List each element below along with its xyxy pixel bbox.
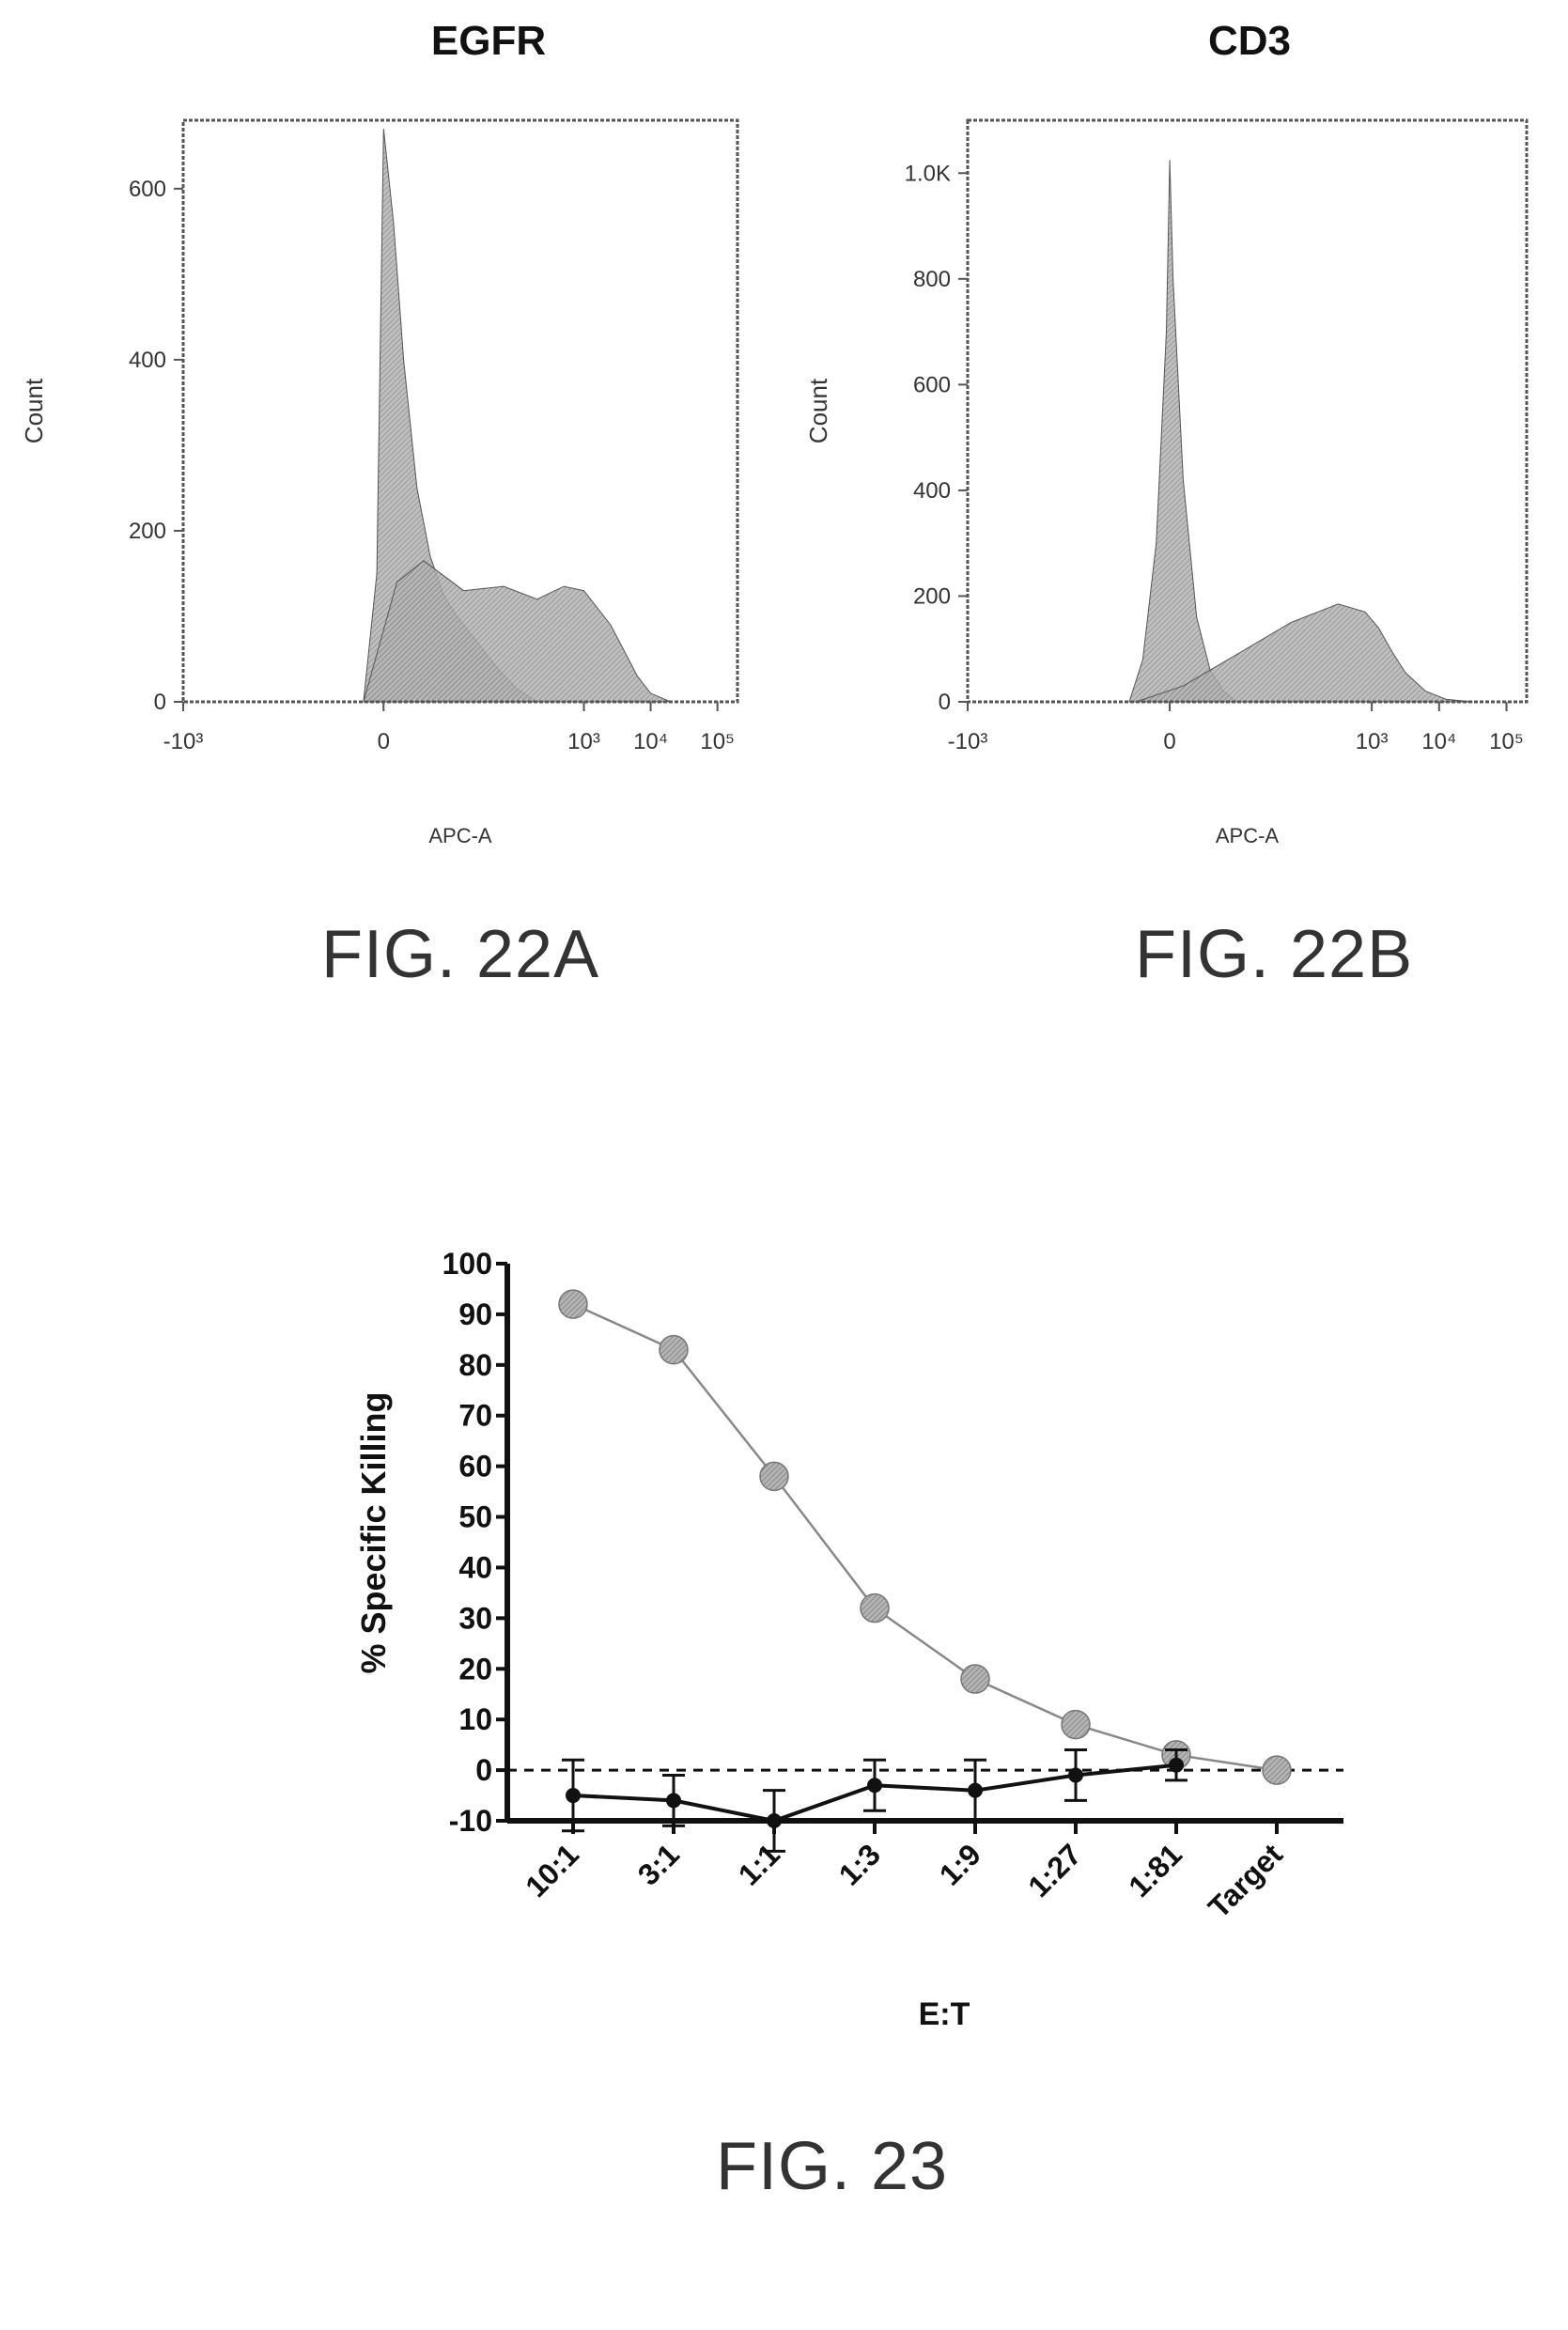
data-point-black [867, 1778, 882, 1794]
histogram-area-1 [1128, 160, 1239, 703]
y-tick-label: 30 [458, 1601, 492, 1635]
histogram-area-2 [363, 560, 672, 703]
y-tick-label: 100 [442, 1247, 492, 1281]
y-tick-label: 200 [913, 583, 951, 609]
y-tick-label: -10 [449, 1804, 492, 1838]
y-tick-label: 90 [458, 1297, 492, 1331]
data-point-gray [1262, 1755, 1292, 1785]
y-tick-label: 1.0K [905, 161, 951, 186]
y-tick-label: 10 [458, 1702, 492, 1736]
y-tick-label: 0 [939, 690, 951, 715]
y-tick-label: 80 [458, 1348, 492, 1382]
data-point-gray [960, 1664, 990, 1694]
data-point-black [666, 1793, 681, 1809]
x-tick-label: 10⁵ [1489, 729, 1524, 754]
y-axis-label: Count [20, 378, 48, 443]
y-tick-label: 800 [913, 267, 951, 292]
data-point-gray [759, 1461, 789, 1492]
y-axis-label: Count [804, 378, 832, 443]
data-point-black [767, 1813, 782, 1828]
x-tick-label: 10³ [1356, 729, 1389, 754]
y-tick-label: 400 [913, 478, 951, 504]
x-tick-label: 3:1 [631, 1837, 686, 1891]
data-point-gray [1061, 1709, 1091, 1740]
killing-curve-chart: -10 0 10 20 30 40 50 60 70 80 90 100 10:1 3:1 1:1 1:3 1:… [354, 1247, 1343, 2032]
x-tick-label: 10³ [567, 729, 600, 754]
y-tick-label: 20 [458, 1652, 492, 1685]
x-axis-label: APC-A [428, 824, 492, 847]
x-tick-label: 1:81 [1122, 1837, 1188, 1903]
y-tick-label: 60 [458, 1450, 492, 1483]
x-axis-label: APC-A [1216, 824, 1280, 847]
y-tick-label: 600 [913, 372, 951, 397]
x-tick-label: Target [1202, 1837, 1289, 1924]
chart-title: EGFR [431, 18, 546, 64]
x-tick-label: 10⁴ [633, 729, 668, 754]
caption-fig-22b: FIG. 22B [1135, 917, 1414, 992]
x-tick-label: -10³ [163, 729, 204, 754]
series-line-1 [572, 1302, 1278, 1772]
data-point-gray [659, 1334, 689, 1365]
data-point-black [1068, 1767, 1083, 1783]
data-point-gray [860, 1592, 890, 1623]
y-tick-label: 50 [458, 1500, 492, 1534]
data-point-black [1169, 1757, 1184, 1773]
caption-fig-23: FIG. 23 [716, 2129, 949, 2204]
x-tick-label: 1:27 [1021, 1837, 1088, 1903]
plot-frame [966, 118, 1529, 704]
x-tick-label: 10⁵ [700, 729, 735, 754]
x-tick-label: 1:1 [732, 1837, 786, 1891]
x-tick-label: 1:9 [933, 1837, 987, 1891]
x-tick-label: 1:3 [832, 1837, 887, 1891]
plot-frame [181, 118, 739, 704]
flow-histogram-egfr: EGFR 0 200 400 600 -10³ 0 10³ 10⁴ 10⁵ APC-A Count [20, 18, 739, 847]
y-tick-label: 600 [129, 177, 166, 202]
data-point-black [566, 1788, 581, 1804]
x-tick-label: 0 [1163, 729, 1175, 754]
histogram-area-2 [1136, 603, 1473, 703]
y-tick-label: 0 [154, 690, 166, 715]
y-tick-label: 70 [458, 1399, 492, 1433]
y-tick-label: 0 [475, 1753, 492, 1787]
flow-histogram-cd3: CD3 0 200 400 600 800 1.0K -10³ 0 10³ 10⁴ 10⁵ APC-A C… [804, 18, 1529, 847]
x-axis-label: E:T [919, 1996, 970, 2032]
y-tick-label: 40 [458, 1550, 492, 1584]
chart-title: CD3 [1208, 18, 1291, 64]
data-point-black [968, 1782, 983, 1798]
x-tick-label: 10⁴ [1421, 729, 1456, 754]
x-tick-label: -10³ [948, 729, 988, 754]
y-tick-label: 200 [129, 519, 166, 544]
y-tick-label: 400 [129, 348, 166, 373]
data-point-gray [558, 1289, 588, 1319]
caption-fig-22a: FIG. 22A [321, 917, 600, 992]
y-axis-label: % Specific Killing [354, 1391, 393, 1673]
x-tick-label: 10:1 [519, 1837, 585, 1903]
x-tick-label: 0 [378, 729, 390, 754]
